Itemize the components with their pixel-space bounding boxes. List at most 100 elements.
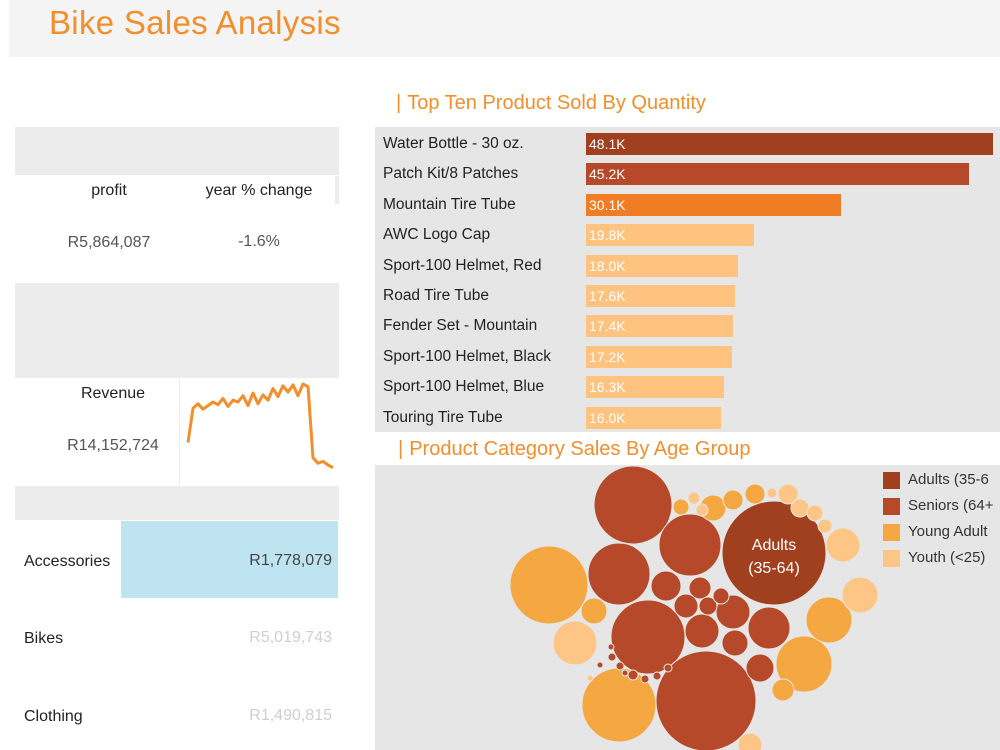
legend-label[interactable]: Seniors (64+ [908, 497, 994, 514]
bar-category-label: AWC Logo Cap [383, 226, 491, 244]
bar-2[interactable] [586, 163, 969, 186]
bubble-seniors[interactable] [698, 596, 718, 616]
bubble-young_adults[interactable] [771, 678, 795, 702]
bar-category-label: Sport-100 Helmet, Blue [383, 378, 545, 396]
bubble-seniors[interactable] [621, 669, 629, 677]
bubble-youth[interactable] [825, 527, 861, 563]
bar-category-label: Mountain Tire Tube [383, 195, 516, 213]
bar-6[interactable] [586, 285, 735, 307]
bubble-young_adults[interactable] [509, 545, 589, 625]
kpi-profit-card [15, 176, 335, 281]
bar-7[interactable] [586, 315, 734, 338]
bubble-young_adults[interactable] [775, 635, 833, 693]
bubble-seniors[interactable] [655, 650, 757, 750]
bubble-seniors[interactable] [663, 663, 673, 673]
top-products-chart: Water Bottle - 30 oz. 48.1K Patch Kit/8 Pa… [375, 127, 1000, 432]
bubble-seniors[interactable] [610, 599, 686, 675]
bubble-seniors[interactable] [593, 465, 673, 545]
bubble-young_adults[interactable] [722, 489, 744, 511]
bubble-seniors[interactable] [745, 653, 775, 683]
bar-5[interactable] [586, 254, 739, 277]
bubble-seniors[interactable] [627, 669, 639, 681]
revenue-label: Revenue [80, 385, 146, 402]
title-marker: | [398, 438, 404, 460]
bubble-seniors[interactable] [658, 513, 722, 577]
bubble-youth[interactable] [790, 498, 810, 518]
bubble-seniors[interactable] [673, 593, 699, 619]
bar-8[interactable] [586, 345, 732, 368]
top-products-title-text: Top Ten Product Sold By Quantity [407, 92, 706, 114]
year-change-label: year % change [205, 182, 313, 199]
bubble-seniors[interactable] [721, 629, 749, 657]
bubble-youth[interactable] [695, 503, 709, 517]
dashboard-title: Bike Sales Analysis [49, 4, 341, 41]
category-value: R1,778,079 [249, 552, 332, 569]
category-value: R1,490,815 [249, 707, 332, 724]
bubble-adults[interactable] [721, 500, 827, 606]
bar-value-label: 16.0K [589, 409, 626, 426]
revenue-sparkline-path [186, 382, 334, 470]
bubble-seniors[interactable] [607, 652, 617, 662]
bar-value-label: 30.1K [589, 196, 626, 213]
profit-label: profit [91, 182, 127, 199]
bar-category-label: Fender Set - Mountain [383, 317, 538, 335]
year-change-value: -1.6% [238, 233, 280, 250]
bubble-youth[interactable] [817, 518, 833, 534]
bar-value-label: 45.2K [589, 166, 626, 183]
bubble-seniors[interactable] [640, 674, 650, 684]
bar-value-label: 48.1K [589, 136, 626, 152]
legend-swatch[interactable] [883, 498, 900, 515]
category-row-bikes[interactable]: Bikes R5,019,743 [15, 599, 340, 676]
bubble-seniors[interactable] [596, 661, 604, 669]
bar-4[interactable] [586, 224, 754, 247]
bar-category-label: Road Tire Tube [383, 287, 489, 304]
bubble-seniors[interactable] [650, 570, 682, 602]
bar-value-label: 19.8K [589, 227, 626, 244]
bubble-seniors[interactable] [607, 643, 615, 651]
bar-9[interactable] [586, 376, 724, 399]
bubble-seniors[interactable] [652, 671, 662, 681]
category-name: Clothing [24, 708, 83, 725]
age-group-bubble-chart: Adults (35-64) [509, 465, 879, 750]
legend-label[interactable]: Adults (35-6 [908, 471, 989, 488]
bubble-seniors[interactable] [712, 587, 730, 605]
revenue-value: R14,152,724 [67, 437, 159, 454]
profit-value: R5,864,087 [67, 234, 151, 251]
bubble-seniors[interactable] [688, 576, 712, 600]
bar-1[interactable] [586, 133, 993, 155]
top-products-title: | Top Ten Product Sold By Quantity [396, 92, 706, 115]
bubble-young_adults[interactable] [805, 596, 853, 644]
bubble-youth[interactable] [841, 576, 879, 614]
legend-swatch[interactable] [883, 524, 900, 541]
bubble-young_adults[interactable] [672, 498, 690, 516]
legend-label[interactable]: Youth (<25) [908, 549, 986, 566]
bubble-youth[interactable] [806, 504, 824, 522]
bubble-seniors[interactable] [587, 542, 651, 606]
bar-10[interactable] [586, 406, 722, 429]
bubble-seniors[interactable] [747, 606, 791, 650]
age-group-title-text: Product Category Sales By Age Group [409, 438, 751, 460]
bar-value-label: 18.0K [589, 257, 626, 274]
legend-swatch[interactable] [883, 472, 900, 489]
category-grey-band [15, 486, 339, 520]
bubble-young_adults[interactable] [580, 597, 608, 625]
legend-swatch[interactable] [883, 550, 900, 567]
category-value: R5,019,743 [249, 629, 332, 646]
bar-3[interactable] [586, 193, 841, 216]
category-row-accessories[interactable]: Accessories R1,778,079 [15, 521, 340, 598]
bubble-youth[interactable] [766, 487, 778, 499]
bubble-youth[interactable] [586, 674, 594, 682]
bar-value-label: 17.2K [589, 348, 626, 365]
bubble-young_adults[interactable] [744, 483, 766, 505]
legend-label[interactable]: Young Adult [908, 523, 988, 540]
bubble-label: (35-64) [748, 560, 800, 577]
bubble-youth[interactable] [687, 491, 701, 505]
category-row-clothing[interactable]: Clothing R1,490,815 [15, 677, 340, 750]
bubble-youth[interactable] [737, 732, 763, 750]
bubble-seniors[interactable] [615, 661, 625, 671]
bubble-seniors[interactable] [684, 613, 720, 649]
bubble-youth[interactable] [777, 483, 799, 505]
category-name: Bikes [24, 630, 64, 647]
bar-category-label: Sport-100 Helmet, Black [383, 347, 551, 365]
bubble-youth[interactable] [552, 620, 598, 666]
